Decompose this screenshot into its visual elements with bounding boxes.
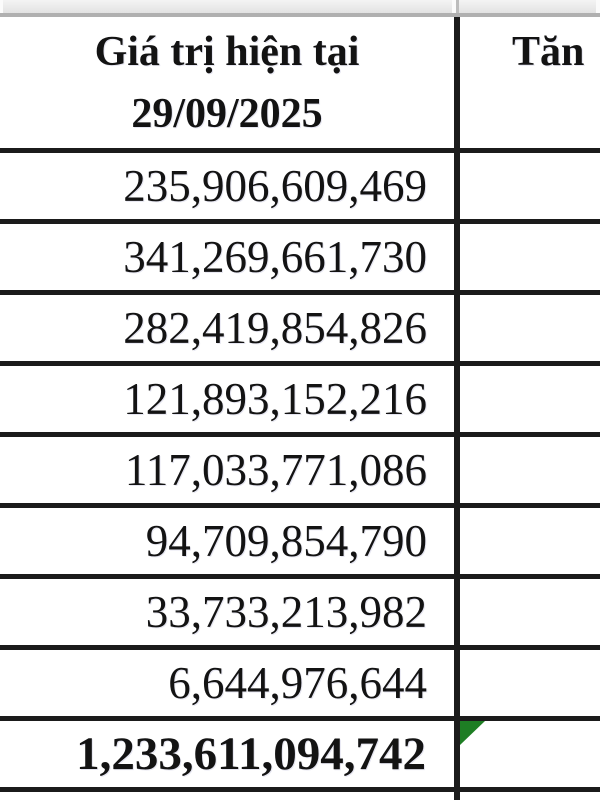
- value-cell-row-5[interactable]: 117,033,771,086: [124, 445, 427, 495]
- grid-line: [0, 148, 600, 153]
- value-cell-total[interactable]: 1,233,611,094,742: [76, 728, 426, 780]
- strip-cell-border: [452, 0, 456, 13]
- value-cell-row-2[interactable]: 341,269,661,730: [123, 232, 427, 282]
- grid-line: [0, 574, 600, 579]
- column-header-title: Giá trị hiện tại: [94, 28, 360, 75]
- column-header-date: 29/09/2025: [131, 90, 323, 137]
- column-header-current-value-cell[interactable]: Giá trị hiện tại 29/09/2025: [0, 17, 454, 148]
- grid-line: [0, 503, 600, 508]
- grid-line: [0, 432, 600, 437]
- strip-bottom-line: [0, 13, 600, 17]
- value-cell-row-4[interactable]: 121,893,152,216: [123, 374, 427, 424]
- strip-cell-border: [456, 0, 459, 13]
- error-indicator-triangle-icon: [460, 721, 485, 745]
- grid-line: [0, 219, 600, 224]
- value-cell-row-8[interactable]: 6,644,976,644: [168, 658, 427, 708]
- column-header-next-cell[interactable]: Tăn: [460, 17, 600, 148]
- value-cell-row-7[interactable]: 33,733,213,982: [145, 587, 427, 637]
- grid-line: [0, 787, 600, 792]
- strip-cell-border: [596, 0, 600, 13]
- grid-line: [0, 290, 600, 295]
- grid-line: [0, 716, 600, 721]
- value-cell-row-6[interactable]: 94,709,854,790: [145, 516, 427, 566]
- grid-line: [0, 645, 600, 650]
- value-cell-row-1[interactable]: 235,906,609,469: [123, 161, 427, 211]
- value-cell-row-3[interactable]: 282,419,854,826: [123, 303, 427, 353]
- column-header-next-label: Tăn: [512, 29, 585, 75]
- row-above-sliver: [0, 0, 600, 13]
- grid-line: [0, 361, 600, 366]
- strip-cell-border: [0, 0, 3, 13]
- column-divider-line: [454, 17, 460, 800]
